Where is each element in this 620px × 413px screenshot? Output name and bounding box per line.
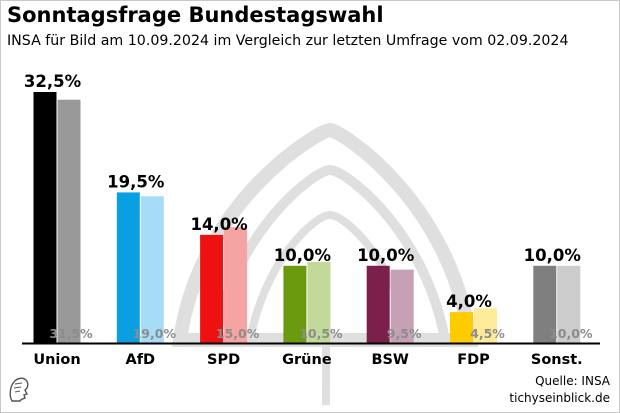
value-label-previous-2: 15,0%	[216, 326, 260, 341]
bar-current-2	[200, 234, 224, 343]
value-label-current-5: 4,0%	[446, 292, 492, 311]
source-line: Quelle: INSA	[535, 374, 610, 388]
value-label-current-2: 14,0%	[190, 215, 248, 234]
bar-current-4	[366, 265, 390, 343]
bar-previous-6	[557, 265, 581, 343]
value-label-current-4: 10,0%	[357, 246, 415, 265]
value-label-previous-1: 19,0%	[133, 326, 177, 341]
bar-current-1	[116, 192, 140, 343]
category-label-0: Union	[33, 352, 80, 368]
source-website: tichyseinblick.de	[509, 391, 610, 405]
bar-current-5	[450, 312, 473, 343]
category-label-1: AfD	[126, 352, 156, 368]
value-label-current-3: 10,0%	[274, 246, 332, 265]
category-label-4: BSW	[371, 352, 409, 368]
chart-subtitle: INSA für Bild am 10.09.2024 im Vergleich…	[7, 33, 569, 49]
value-label-previous-4: 9,5%	[387, 326, 422, 341]
bar-current-0	[33, 92, 57, 343]
bar-previous-5	[474, 308, 497, 343]
value-label-current-0: 32,5%	[24, 72, 82, 91]
publisher-logo	[9, 377, 29, 402]
value-label-previous-5: 4,5%	[470, 326, 505, 341]
bar-previous-3	[307, 261, 331, 343]
bar-previous-2	[224, 227, 248, 343]
value-label-previous-0: 31,5%	[49, 326, 93, 341]
value-label-current-6: 10,0%	[524, 246, 582, 265]
bar-current-3	[283, 265, 307, 343]
bar-previous-0	[57, 99, 81, 343]
value-label-current-1: 19,5%	[107, 172, 165, 191]
bar-current-6	[533, 265, 557, 343]
source-note: Quelle: INSA tichyseinblick.de	[509, 373, 610, 407]
category-label-2: SPD	[207, 352, 240, 368]
bar-previous-4	[390, 269, 414, 343]
value-label-previous-3: 10,5%	[299, 326, 343, 341]
value-label-previous-6: 10,0%	[549, 326, 593, 341]
category-label-5: FDP	[457, 352, 490, 368]
chart-title: Sonntagsfrage Bundestagswahl	[7, 3, 384, 27]
category-label-3: Grüne	[282, 352, 332, 368]
bar-previous-1	[140, 196, 164, 343]
category-label-6: Sonst.	[531, 352, 583, 368]
